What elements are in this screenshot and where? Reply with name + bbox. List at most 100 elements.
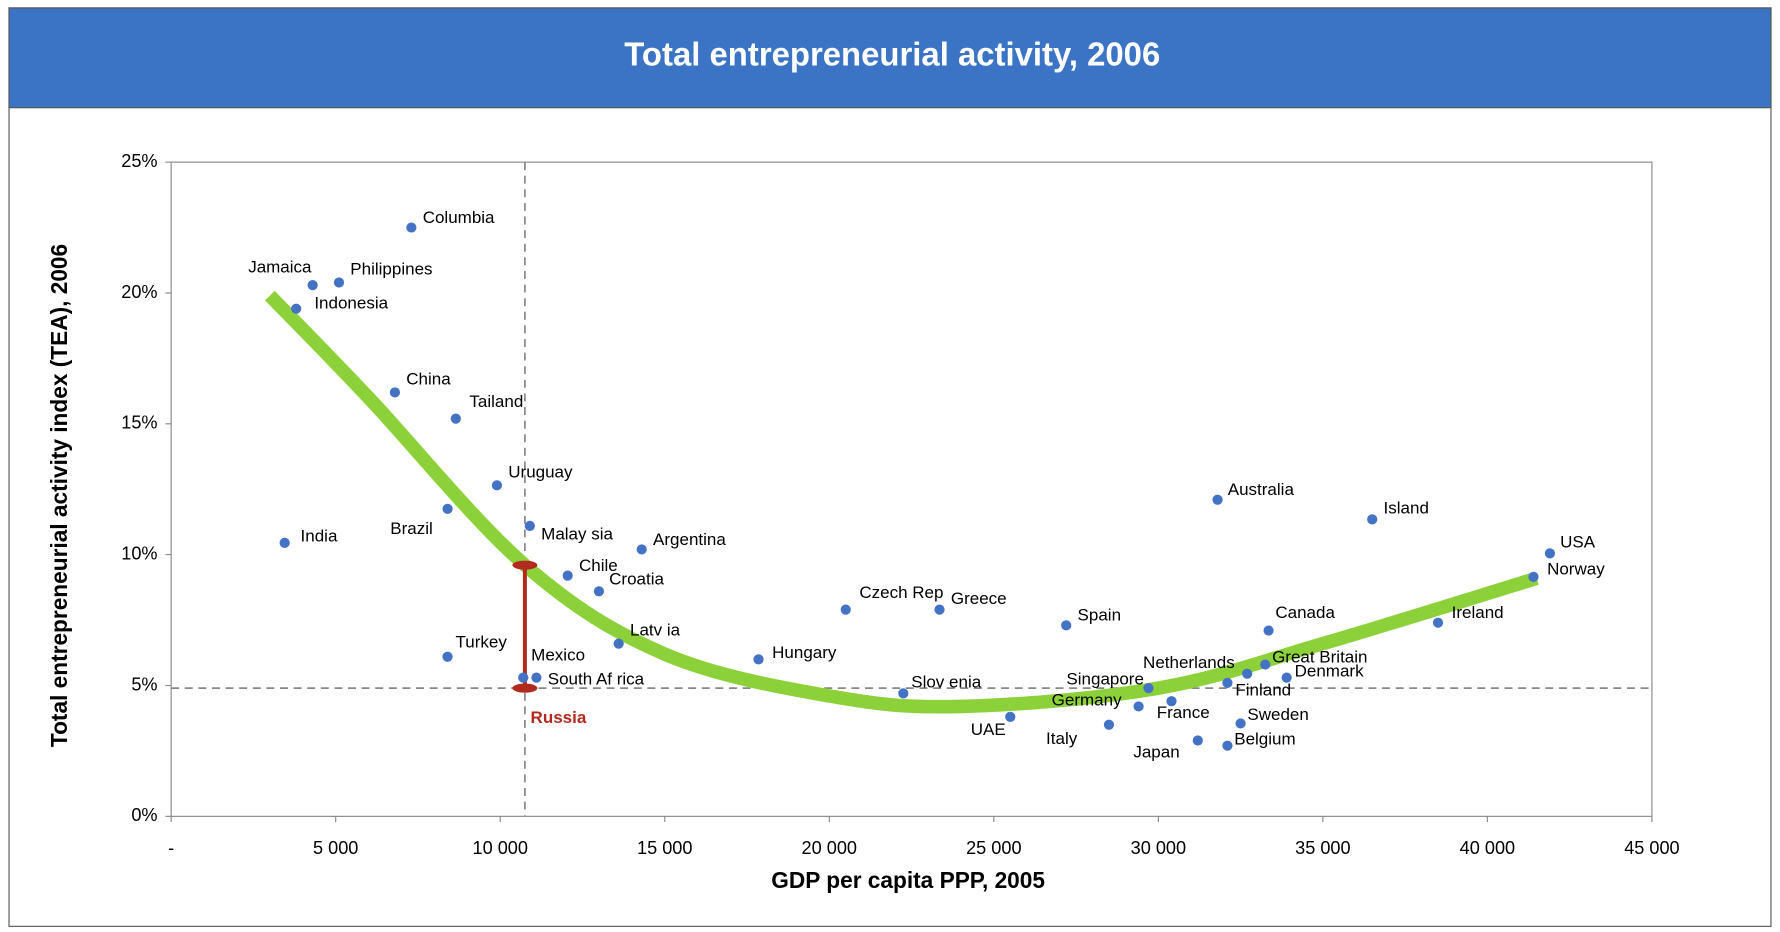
data-point (333, 277, 345, 288)
data-point (1544, 548, 1556, 559)
point-label: Norway (1547, 560, 1605, 579)
data-point (307, 280, 318, 291)
point-label: Spain (1078, 606, 1121, 625)
x-tick-label: 20 000 (802, 838, 857, 858)
y-tick-label: 20% (121, 282, 157, 302)
data-point (593, 586, 605, 597)
data-point (1166, 696, 1177, 707)
point-label: Greece (951, 589, 1007, 608)
point-label: Singapore (1066, 670, 1144, 689)
data-point (562, 570, 573, 581)
x-tick-label: 40 000 (1460, 838, 1515, 858)
point-label: Great Britain (1272, 647, 1367, 666)
y-tick-label: 0% (131, 805, 157, 825)
point-label: Latv ia (630, 621, 681, 640)
data-point (442, 651, 453, 662)
data-point (1103, 719, 1115, 730)
point-label: Jamaica (248, 258, 312, 277)
point-label: France (1157, 703, 1210, 722)
y-tick-label: 15% (121, 413, 157, 433)
x-axis-label: GDP per capita PPP, 2005 (771, 867, 1045, 893)
point-label: Indonesia (314, 294, 388, 313)
point-label: Tailand (469, 392, 523, 411)
data-point (753, 654, 764, 665)
x-tick-label: - (168, 838, 174, 858)
point-label: India (301, 527, 338, 546)
data-point (1133, 701, 1144, 712)
y-tick-label: 10% (121, 543, 157, 563)
point-label: Germany (1052, 690, 1122, 709)
data-point (1222, 740, 1233, 751)
plot-area (170, 161, 1653, 817)
russia-cap (512, 560, 538, 570)
point-label: Columbia (423, 208, 495, 227)
x-tick-label: 15 000 (637, 838, 692, 858)
point-label: Croatia (609, 569, 664, 588)
x-tick-label: 10 000 (472, 838, 527, 858)
data-point (1192, 735, 1203, 746)
point-label: Uruguay (508, 462, 573, 481)
point-label: South Af rica (548, 669, 645, 688)
data-point (1528, 571, 1539, 583)
data-point (531, 672, 542, 683)
point-label: UAE (971, 720, 1006, 739)
header (8, 7, 1772, 109)
data-point (450, 413, 461, 424)
point-label: Australia (1228, 480, 1295, 499)
data-point (1061, 620, 1072, 631)
x-tick-label: 45 000 (1624, 838, 1679, 858)
data-point (1263, 625, 1274, 636)
point-label: Hungary (772, 643, 837, 662)
point-label: Island (1384, 499, 1429, 518)
data-point (840, 604, 851, 615)
trend-line (264, 290, 1539, 714)
point-label: Argentina (653, 530, 726, 549)
point-label: China (406, 369, 451, 388)
data-point (636, 544, 647, 555)
point-label: USA (1560, 533, 1596, 552)
data-point (1281, 672, 1292, 683)
frame (8, 7, 1772, 927)
chart-title: Total entrepreneurial activity, 2006 (624, 35, 1160, 72)
data-point (1432, 617, 1444, 628)
point-label: Sweden (1247, 705, 1308, 724)
data-point (1222, 677, 1233, 688)
russia-label: Russia (531, 708, 587, 727)
data-point (518, 672, 529, 683)
point-label: Italy (1046, 729, 1078, 748)
y-tick-label: 25% (121, 151, 157, 171)
point-label: Brazil (390, 519, 433, 538)
data-point (1235, 718, 1246, 729)
data-point (1242, 668, 1253, 679)
data-point (279, 537, 290, 548)
data-point (898, 688, 909, 699)
y-tick-label: 5% (131, 674, 157, 694)
data-point (389, 387, 401, 398)
x-tick-label: 25 000 (966, 838, 1021, 858)
russia-cap (512, 683, 538, 693)
x-tick-label: 5 000 (313, 838, 358, 858)
point-label: Philippines (350, 260, 432, 279)
x-tick-label: 30 000 (1131, 838, 1186, 858)
data-point (524, 520, 535, 531)
data-point (934, 604, 945, 615)
data-point (1143, 683, 1154, 694)
data-point (291, 303, 302, 314)
point-label: Canada (1275, 603, 1335, 622)
point-label: Ireland (1452, 603, 1504, 622)
y-axis-label: Total entrepreneurial activity index (TE… (46, 244, 72, 747)
data-point (1005, 711, 1016, 723)
point-label: Malay sia (541, 524, 613, 543)
data-point (613, 638, 624, 649)
point-label: Finland (1235, 680, 1291, 699)
data-point (442, 503, 453, 514)
point-label: Chile (579, 556, 618, 575)
point-label: Japan (1133, 742, 1179, 761)
point-label: Mexico (531, 646, 585, 665)
x-tick-label: 35 000 (1295, 838, 1350, 858)
point-label: Turkey (456, 633, 508, 652)
point-label: Netherlands (1143, 653, 1235, 672)
data-point (491, 480, 503, 491)
